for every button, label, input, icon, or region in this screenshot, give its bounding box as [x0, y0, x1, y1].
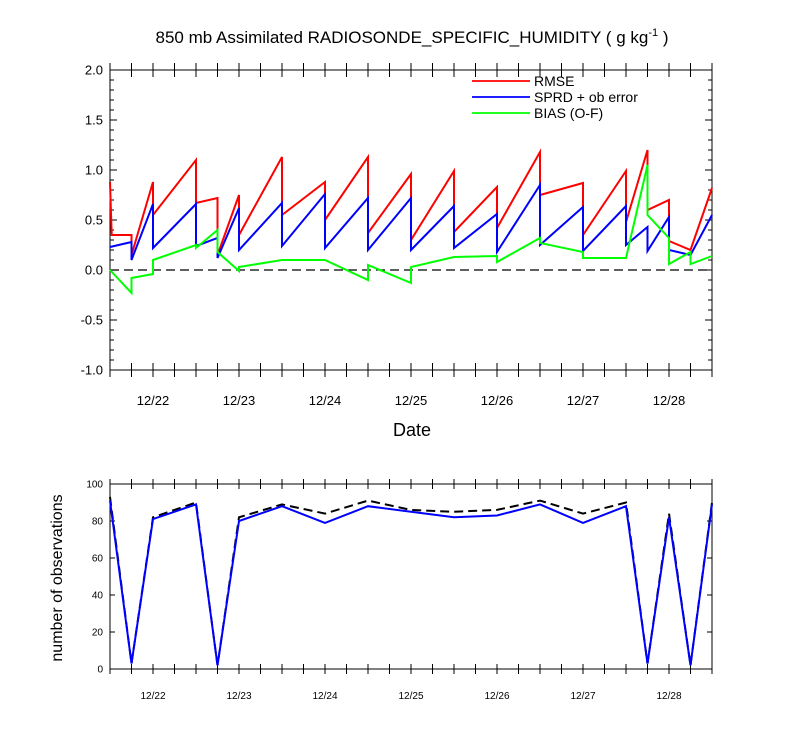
legend-entry: SPRD + ob error: [534, 89, 638, 105]
x-tick-label: 12/26: [481, 393, 514, 408]
y-tick-label: 60: [92, 554, 104, 565]
title-text: 850 mb Assimilated RADIOSONDE_SPECIFIC_H…: [156, 28, 649, 47]
legend-entry: BIAS (O-F): [534, 105, 603, 121]
x-tick-label: 12/28: [653, 393, 686, 408]
y-tick-label: 100: [86, 480, 103, 491]
x-tick-label: 12/22: [140, 691, 165, 702]
y-tick-label: 20: [92, 628, 104, 639]
series-line-possible-observations: [109, 496, 713, 666]
x-tick-label: 12/26: [484, 691, 509, 702]
title-units-exponent: -1: [648, 27, 658, 39]
x-tick-label: 12/27: [567, 393, 600, 408]
chart-title: 850 mb Assimilated RADIOSONDE_SPECIFIC_H…: [156, 27, 669, 47]
y-tick-label: 80: [92, 517, 104, 528]
series-line-assimilated-observations: [109, 500, 713, 666]
x-tick-label: 12/27: [570, 691, 595, 702]
legend-entry: RMSE: [534, 73, 574, 89]
x-tick-label: 12/22: [137, 393, 170, 408]
x-tick-label: 12/28: [656, 691, 681, 702]
series-line-bias-o-f: [109, 164, 713, 296]
y-tick-label: 0.5: [85, 213, 103, 228]
x-tick-label: 12/25: [395, 393, 428, 408]
x-tick-label: 12/24: [312, 691, 337, 702]
x-tick-label: 12/23: [226, 691, 251, 702]
series-line-rmse: [109, 148, 713, 256]
x-tick-label: 12/24: [309, 393, 342, 408]
y-tick-label: 0: [97, 665, 103, 676]
series-line-sprd-ob-error: [109, 181, 713, 261]
x-tick-label: 12/23: [223, 393, 256, 408]
y-tick-label: 0.0: [85, 263, 103, 278]
y-tick-label: 2.0: [85, 63, 103, 78]
y-tick-label: -0.5: [81, 313, 103, 328]
top-chart: 2.0 1.5 1.0 0.5 0.0 -0.5 -1.0 12/22 12/23 12/24 12…: [81, 63, 713, 408]
y-tick-label: 1.0: [85, 163, 103, 178]
bottom-chart: 100 80 60 40 20 0 12/22 12/23 12/24 12/25 12/26 12/…: [86, 479, 713, 702]
top-xlabel: Date: [393, 420, 431, 440]
title-close: ): [658, 28, 668, 47]
y-tick-label: 40: [92, 591, 104, 602]
y-tick-label: 1.5: [85, 113, 103, 128]
x-tick-label: 12/25: [398, 691, 423, 702]
y-tick-label: -1.0: [81, 363, 103, 378]
bottom-ylabel: number of observations: [49, 494, 66, 661]
